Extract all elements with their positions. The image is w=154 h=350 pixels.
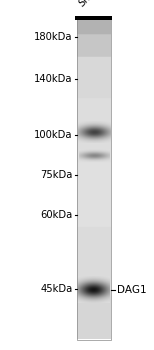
Text: 100kDa: 100kDa	[34, 130, 72, 140]
Text: 180kDa: 180kDa	[34, 32, 72, 42]
Bar	[77, 19, 111, 340]
Text: 75kDa: 75kDa	[40, 170, 72, 180]
Text: 45kDa: 45kDa	[40, 284, 72, 294]
Bar	[75, 16, 112, 20]
Text: DAG1: DAG1	[117, 285, 147, 295]
Text: 140kDa: 140kDa	[34, 74, 72, 84]
Text: SK-BR-3: SK-BR-3	[77, 0, 111, 9]
Text: 60kDa: 60kDa	[40, 210, 72, 220]
